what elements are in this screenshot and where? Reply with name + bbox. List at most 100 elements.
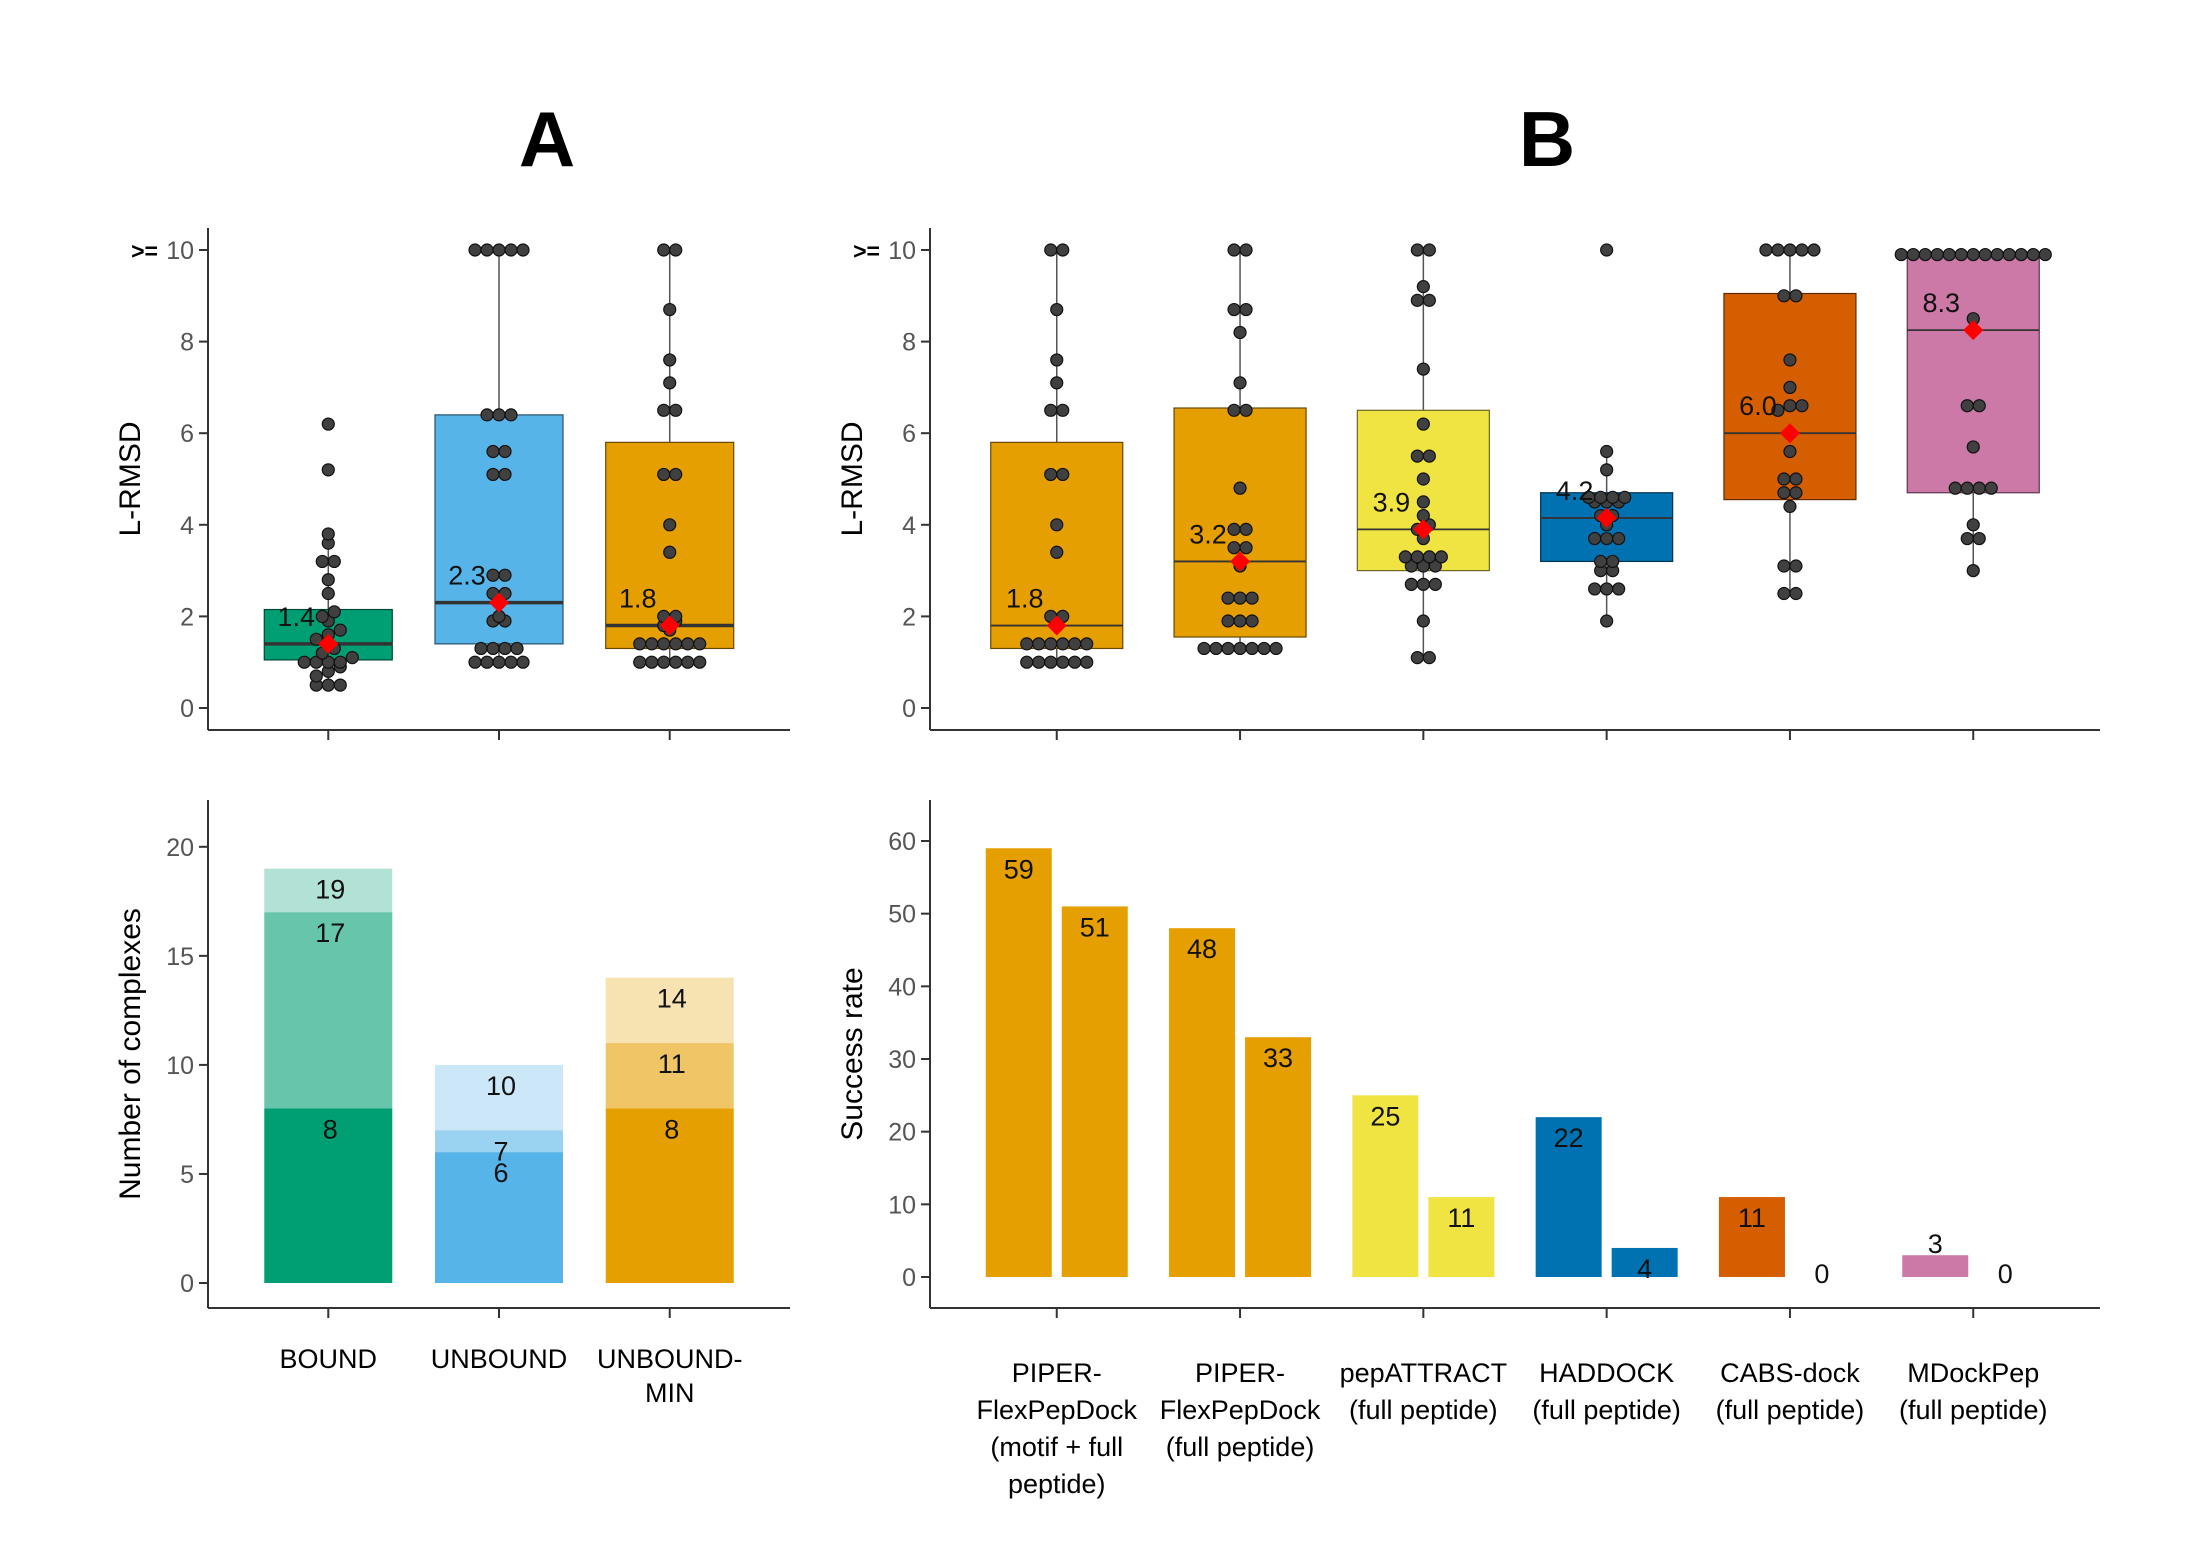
x-category-label: (full peptide) — [1899, 1395, 2048, 1425]
y-tick-label: 2 — [902, 603, 916, 631]
data-point — [1233, 641, 1247, 656]
y-tick-prefix: >= — [853, 238, 880, 264]
data-point — [468, 243, 482, 257]
data-point — [474, 641, 488, 656]
data-point — [1600, 614, 1614, 628]
data-point — [1594, 554, 1608, 569]
y-tick-label: 50 — [888, 901, 916, 929]
data-point — [1954, 247, 1968, 262]
data-point — [345, 651, 359, 665]
box — [1723, 292, 1857, 501]
data-point — [498, 568, 512, 582]
data-point — [1807, 243, 1821, 257]
data-point — [486, 444, 500, 459]
data-point — [681, 655, 695, 669]
data-point — [297, 655, 311, 669]
bar-value-label: 22 — [1554, 1123, 1584, 1153]
y-tick-label: 0 — [902, 695, 916, 723]
bar — [1718, 1197, 1785, 1277]
data-point — [1588, 531, 1602, 546]
y-tick-label: 60 — [888, 828, 916, 856]
data-point — [633, 637, 647, 651]
data-point — [1410, 651, 1424, 665]
data-point — [645, 655, 659, 669]
x-category-label: PIPER- — [1012, 1358, 1102, 1388]
data-point — [1227, 522, 1241, 536]
data-point — [1777, 586, 1791, 601]
data-point — [2002, 247, 2016, 262]
x-category-label: BOUND — [280, 1344, 378, 1374]
y-tick-label: 10 — [166, 237, 194, 265]
x-category-label: (motif + full — [990, 1432, 1123, 1462]
data-point — [657, 655, 671, 669]
data-point — [486, 467, 500, 482]
data-point — [1227, 403, 1241, 417]
data-point — [516, 243, 530, 257]
data-point — [1044, 243, 1058, 257]
data-point — [1398, 550, 1412, 564]
x-category-label: FlexPepDock — [976, 1395, 1137, 1425]
data-point — [1050, 302, 1064, 317]
data-point — [1990, 247, 2004, 262]
data-point — [1600, 582, 1614, 596]
mean-label: 6.0 — [1739, 391, 1777, 421]
data-point — [1777, 486, 1791, 500]
bar — [1428, 1197, 1495, 1277]
data-point — [663, 353, 677, 367]
data-point — [1227, 541, 1241, 555]
data-point — [1422, 293, 1436, 307]
data-point — [1600, 243, 1614, 257]
data-point — [1612, 531, 1626, 546]
bar-segment — [435, 1064, 563, 1131]
data-point — [633, 655, 647, 669]
y-axis-title: Success rate — [836, 967, 869, 1140]
data-point — [1789, 586, 1803, 601]
x-category-label: (full peptide) — [1532, 1395, 1681, 1425]
data-point — [669, 655, 683, 669]
data-point — [1197, 641, 1211, 656]
data-point — [321, 463, 335, 477]
data-point — [1783, 499, 1797, 514]
mean-label: 2.3 — [448, 561, 486, 591]
data-point — [327, 554, 341, 569]
bar-value-label: 14 — [657, 984, 687, 1014]
data-point — [693, 637, 707, 651]
data-point — [1960, 531, 1974, 546]
data-point — [1410, 293, 1424, 307]
y-tick-label: 20 — [166, 834, 194, 862]
data-point — [468, 655, 482, 669]
data-point — [1600, 444, 1614, 459]
data-point — [1783, 380, 1797, 394]
data-point — [1245, 641, 1259, 656]
data-point — [1269, 641, 1283, 656]
data-point — [480, 243, 494, 257]
x-category-label: HADDOCK — [1539, 1358, 1674, 1388]
bar-value-label: 0 — [1814, 1259, 1829, 1289]
data-point — [657, 467, 671, 482]
bar-segment — [264, 912, 393, 1109]
data-point — [1032, 655, 1046, 669]
bar-segment — [605, 1043, 734, 1109]
mean-marker — [1046, 615, 1067, 636]
data-point — [1233, 376, 1247, 390]
mean-label: 3.9 — [1373, 487, 1411, 517]
x-category-label: MDockPep — [1907, 1358, 2039, 1388]
data-point — [1239, 522, 1253, 536]
data-point — [1777, 559, 1791, 573]
data-point — [309, 632, 323, 646]
chart-a-boxplot: 0 2 4 6 8 10 >= L-RMSD 1.4 2.3 1.8 — [114, 228, 790, 740]
data-point — [1416, 417, 1430, 431]
bar-value-label: 25 — [1370, 1101, 1400, 1131]
data-point — [663, 518, 677, 532]
panel-label-b: B — [1519, 95, 1575, 183]
bar — [985, 848, 1052, 1277]
x-category-label: (full peptide) — [1716, 1395, 1865, 1425]
data-point — [657, 403, 671, 417]
data-point — [1020, 637, 1034, 651]
y-tick-label: 0 — [180, 695, 194, 723]
y-tick-label: 4 — [902, 512, 916, 540]
data-point — [1416, 577, 1430, 591]
x-category-label: UNBOUND- — [597, 1344, 743, 1374]
y-tick-label: 15 — [166, 943, 194, 971]
